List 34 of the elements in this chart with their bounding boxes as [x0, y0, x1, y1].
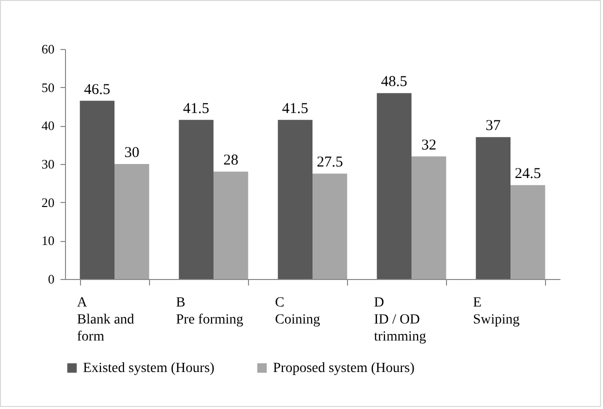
data-label: 37	[486, 118, 502, 134]
y-tick-label: 60	[42, 42, 54, 56]
y-tick-label: 20	[42, 194, 54, 210]
bar	[178, 120, 214, 279]
x-tick-label: B Pre forming	[176, 296, 244, 328]
bar	[412, 156, 446, 279]
y-tick-label: 50	[42, 80, 54, 95]
data-label: 30	[124, 145, 140, 161]
data-label: 24.5	[514, 166, 541, 182]
x-tick-label: D ID / OD trimming	[374, 296, 426, 344]
y-tick-label: 40	[42, 118, 54, 134]
data-label: 41.5	[183, 100, 210, 117]
bar	[114, 164, 150, 279]
data-label: 48.5	[381, 74, 408, 90]
x-tick-label: A Blank and form	[77, 296, 134, 344]
legend-label: Proposed system (Hours)	[273, 361, 415, 376]
data-label: 32	[421, 137, 436, 154]
bar	[510, 185, 546, 279]
data-label: 28	[223, 152, 238, 169]
data-label: 41.5	[282, 100, 308, 117]
data-label: 27.5	[316, 154, 343, 171]
y-tick-label: 10	[42, 233, 54, 248]
bar	[80, 100, 114, 279]
bar	[476, 137, 510, 279]
x-tick-label: E Swiping	[473, 296, 520, 328]
y-tick-label: 30	[42, 156, 54, 172]
bar	[214, 172, 248, 279]
y-tick-label: 0	[48, 272, 54, 286]
legend-label: Existed system (Hours)	[83, 361, 215, 376]
bar	[278, 120, 312, 279]
data-label: 46.5	[84, 82, 110, 98]
bar	[312, 174, 348, 279]
bar	[376, 93, 412, 279]
x-tick-label: C Coining	[275, 296, 320, 328]
